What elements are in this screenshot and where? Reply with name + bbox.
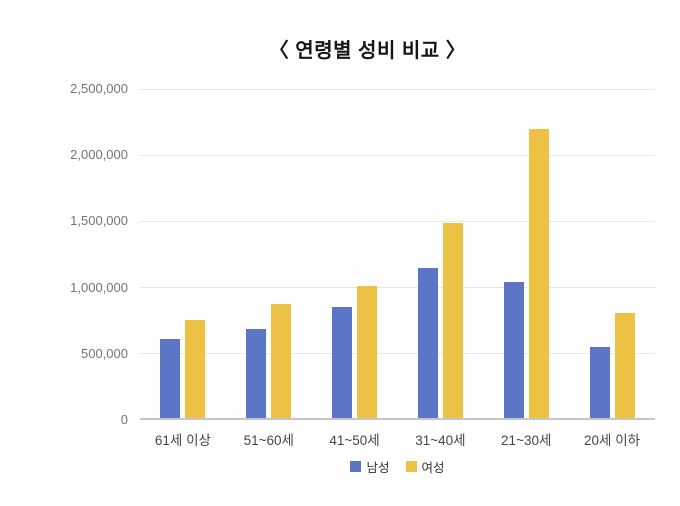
legend-swatch-icon (405, 461, 417, 472)
y-tick-label: 2,000,000 (70, 147, 128, 163)
bar-female (528, 129, 549, 418)
bar-male (503, 281, 524, 418)
bar-female (357, 285, 378, 418)
y-tick-label: 500,000 (81, 345, 128, 361)
bar-male (160, 338, 181, 418)
bar-group (589, 313, 635, 418)
bar-female (271, 304, 292, 418)
legend-swatch-icon (350, 461, 362, 472)
bar-group (160, 320, 206, 418)
bar-male (417, 268, 438, 418)
gridline (140, 154, 655, 156)
bar-female (185, 320, 206, 418)
bar-female (442, 223, 463, 418)
y-tick-label: 1,000,000 (70, 279, 128, 295)
legend: 남성 여성 (140, 457, 655, 476)
bar-group (332, 285, 378, 418)
chart-title: 〈 연령별 성비 비교 〉 (268, 40, 467, 62)
legend-item-female: 여성 (405, 457, 445, 476)
x-tick-label: 41~50세 (329, 433, 380, 448)
y-tick-label: 1,500,000 (70, 213, 128, 229)
bar-groups (140, 89, 655, 418)
x-tick-label: 21~30세 (501, 433, 552, 448)
y-tick-label: 0 (120, 412, 128, 427)
legend-label: 여성 (421, 461, 445, 475)
gridline (140, 287, 655, 289)
x-tick-label: 31~40세 (415, 433, 466, 448)
gridline (140, 88, 655, 90)
x-tick-label: 51~60세 (243, 433, 294, 448)
bar-group (246, 304, 292, 418)
gridline (140, 353, 655, 355)
x-tick-label: 20세 이하 (584, 433, 641, 448)
y-tick-label: 2,500,000 (70, 81, 128, 96)
y-axis: 0 500,000 1,000,000 1,500,000 2,000,000 2,500… (0, 81, 128, 427)
x-tick-label: 61세 이상 (154, 433, 211, 448)
bar-male (246, 329, 267, 418)
bar-female (614, 313, 635, 418)
x-axis: 61세 이상 51~60세 41~50세 31~40세 21~30세 20세 이하 (140, 429, 655, 449)
bar-male (589, 346, 610, 418)
gridline (140, 220, 655, 222)
legend-item-male: 남성 (350, 457, 390, 476)
bar-group (503, 129, 549, 418)
bar-group (417, 223, 463, 418)
legend-label: 남성 (366, 461, 390, 475)
bar-male (332, 306, 353, 418)
plot-area (140, 88, 655, 420)
